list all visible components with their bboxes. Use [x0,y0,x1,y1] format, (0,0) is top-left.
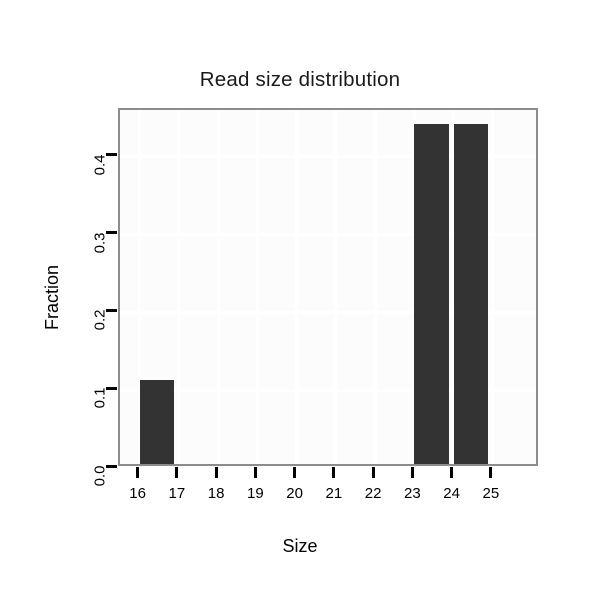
y-axis-title: Fraction [42,264,63,331]
y-tick-label: 0.3 [91,232,109,253]
x-axis-title: Size [282,536,318,556]
x-tick-mark [253,467,257,478]
grid-line-vertical [138,110,142,464]
y-tick-mark [106,231,117,235]
grid-line-vertical [373,110,377,464]
grid-line-vertical [295,110,299,464]
grid-line-horizontal [120,155,536,159]
x-tick-label: 24 [443,485,460,502]
grid-line-vertical [491,110,495,464]
x-tick-label: 19 [247,485,264,502]
x-tick-label: 20 [286,485,303,502]
x-tick-mark [214,467,218,478]
x-tick-mark [332,467,336,478]
grid-line-vertical [216,110,220,464]
y-tick-label: 0.4 [91,154,109,176]
y-tick-mark [106,386,117,390]
grid-line-vertical [334,110,338,464]
x-tick-mark [489,467,493,478]
y-tick-mark [106,464,117,468]
x-tick-label: 23 [404,485,421,502]
x-tick-label: 25 [482,485,500,502]
bar [139,379,174,464]
bar [453,123,488,464]
x-tick-label: 16 [129,485,146,502]
y-tick-label: 0.2 [91,309,109,331]
grid-line-horizontal [120,233,536,237]
x-tick-label: 17 [168,485,186,502]
x-tick-mark [136,467,140,478]
y-tick-mark [106,153,117,157]
grid-line-vertical [177,110,181,464]
y-tick-mark [106,308,117,312]
x-tick-label: 22 [364,485,382,502]
x-tick-mark [450,467,454,478]
x-tick-mark [410,467,414,478]
x-tick-label: 18 [207,485,225,502]
x-tick-mark [371,467,375,478]
grid-line-horizontal [120,388,536,392]
grid-line-vertical [255,110,259,464]
x-tick-mark [175,467,179,478]
bar-series [120,110,536,464]
bar [414,123,449,464]
x-tick-mark [293,467,297,478]
y-tick-label: 0.1 [91,387,109,409]
plot-panel [118,108,538,466]
grid-line-horizontal [120,310,536,314]
x-tick-label: 21 [325,485,343,502]
y-tick-label: 0.0 [91,465,109,487]
chart-title: Read size distribution [199,68,401,91]
